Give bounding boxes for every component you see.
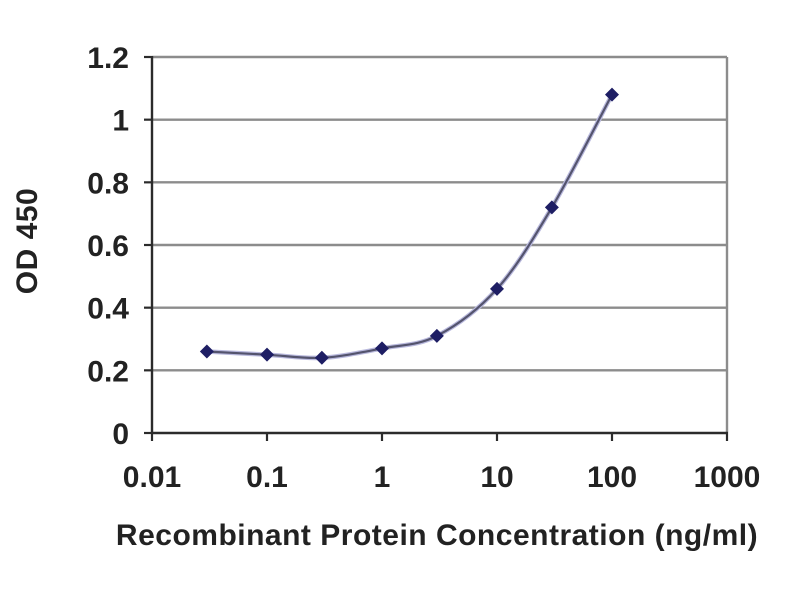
x-tick-label: 10 — [480, 461, 513, 494]
y-tick-label: 0 — [112, 418, 129, 451]
y-tick-label: 1.2 — [87, 42, 129, 75]
y-axis-title: OD 450 — [11, 187, 44, 295]
data-point-marker — [544, 200, 559, 215]
y-tick-label: 1 — [112, 105, 129, 138]
data-point-marker — [429, 328, 444, 343]
data-point-marker — [605, 87, 619, 102]
data-point-marker — [260, 347, 274, 362]
series-line — [205, 93, 614, 360]
y-tick-label: 0.8 — [87, 167, 129, 200]
data-point-marker — [375, 341, 389, 356]
x-tick-label: 1 — [374, 461, 391, 494]
y-tick-label: 0.2 — [87, 355, 129, 388]
data-point-marker — [199, 344, 214, 359]
x-tick-label: 1000 — [694, 461, 761, 494]
y-tick-label: 0.6 — [87, 230, 129, 263]
data-point-marker — [490, 281, 504, 296]
x-axis-title: Recombinant Protein Concentration (ng/ml… — [115, 519, 759, 552]
x-tick-label: 0.01 — [123, 461, 181, 494]
y-tick-label: 0.4 — [87, 293, 129, 326]
x-tick-label: 0.1 — [246, 461, 288, 494]
series-line-halo — [204, 92, 615, 361]
x-tick-label: 100 — [587, 461, 637, 494]
data-point-marker — [314, 350, 329, 365]
